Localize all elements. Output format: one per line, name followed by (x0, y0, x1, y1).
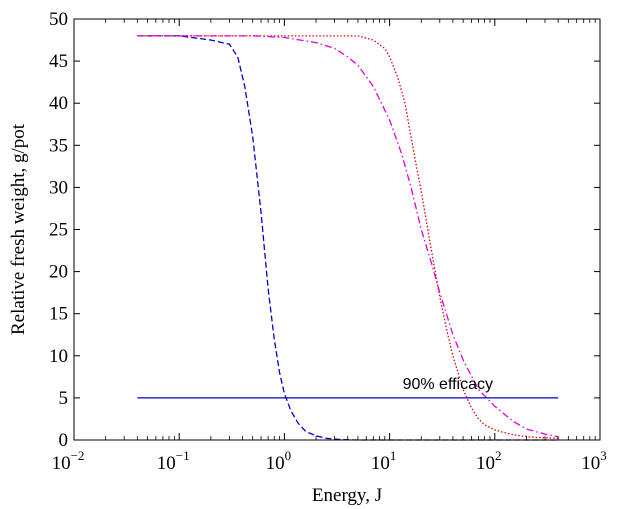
axis-ticks (73, 18, 601, 441)
y-tick-label: 45 (49, 51, 68, 72)
x-tick-label: 103 (581, 448, 607, 474)
y-axis-title: Relative fresh weight, g/pot (8, 123, 29, 335)
y-tick-label: 10 (49, 346, 68, 367)
y-tick-label: 40 (49, 93, 68, 114)
y-tick-label: 30 (49, 177, 68, 198)
x-tick-label: 10−2 (52, 448, 85, 474)
x-tick-label: 100 (266, 448, 292, 474)
y-tick-label: 5 (59, 388, 69, 409)
y-tick-label: 20 (49, 262, 68, 283)
series-line-1 (137, 35, 559, 441)
series-layer (137, 35, 559, 441)
plot-area (73, 18, 601, 441)
tick-labels: 0 5 10 15 20 25 30 35 40 45 50 10−2 10−1 100 101 102 103 (49, 9, 607, 474)
series-line-2 (137, 35, 559, 439)
efficacy-annotation: 90% efficacy (403, 376, 493, 393)
x-tick-label: 102 (476, 448, 502, 474)
y-tick-label: 15 (49, 304, 68, 325)
x-tick-label: 101 (371, 448, 397, 474)
y-tick-label: 35 (49, 135, 68, 156)
x-tick-label: 10−1 (157, 448, 190, 474)
y-tick-label: 0 (59, 430, 69, 451)
y-tick-label: 25 (49, 220, 68, 241)
x-axis-title: Energy, J (312, 485, 382, 506)
y-tick-label: 50 (49, 9, 68, 30)
series-line-3 (137, 35, 559, 438)
